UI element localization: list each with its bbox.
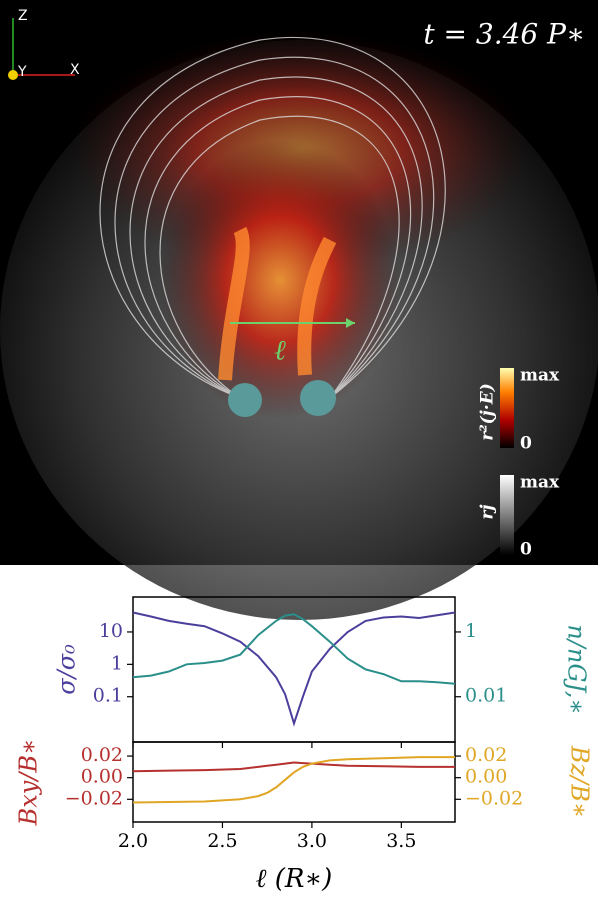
- axis-label: Z: [18, 8, 28, 24]
- axis-label: X: [70, 62, 80, 78]
- y-axis: [8, 70, 18, 80]
- axes-gizmo: Z Y X: [8, 8, 80, 80]
- colorbar: [500, 368, 514, 448]
- y-tick-label: 1: [465, 620, 477, 642]
- series-line: [132, 613, 456, 685]
- y-tick-label: 0.02: [465, 744, 507, 766]
- y-tick-label: 10: [99, 620, 123, 642]
- y-axis-label: Bxy/B∗: [15, 739, 43, 827]
- x-tick-label: 2.0: [118, 830, 148, 852]
- star-right: [300, 380, 336, 416]
- y-tick-label: −0.02: [465, 787, 523, 809]
- y2-axis-label: n/nGJ,∗: [563, 624, 591, 714]
- x-tick-label: 2.5: [207, 830, 237, 852]
- y-tick-label: −0.02: [65, 787, 123, 809]
- y-tick-label: 0.00: [81, 766, 123, 788]
- field-lines: [99, 37, 446, 399]
- y-tick-label: 1: [111, 652, 123, 674]
- colorbar-label: r²(j·E): [478, 383, 498, 441]
- y-tick-label: 0.00: [465, 766, 507, 788]
- y-tick-label: 0.1: [93, 685, 123, 707]
- energy-core: [160, 140, 400, 420]
- y2-axis-label: Bz/B∗: [566, 745, 594, 818]
- x-axis-label: ℓ (R∗): [256, 864, 333, 894]
- plot-frame: [132, 741, 456, 823]
- time-label: t = 3.46 P∗: [423, 18, 585, 51]
- x-tick-label: 3.0: [297, 830, 327, 852]
- series-line: [132, 756, 455, 804]
- current-sheet: [218, 226, 337, 381]
- star-left: [228, 383, 262, 417]
- colorbar-max: max: [520, 473, 560, 493]
- rendering: Z Y X t = 3.46 P∗ ℓ max 0 r²(j·E) max 0 …: [0, 0, 598, 620]
- colorbar-min: 0: [520, 434, 532, 454]
- series-line: [132, 611, 456, 727]
- series-line: [132, 761, 455, 773]
- colorbar-min: 0: [520, 540, 532, 560]
- y-tick-label: 0.01: [465, 685, 507, 707]
- axis-label: Y: [17, 64, 27, 80]
- path-label: ℓ: [274, 334, 286, 367]
- colorbar: [500, 475, 514, 555]
- y-tick-label: 0.02: [81, 744, 123, 766]
- y-axis-label: σ/σ₀: [53, 644, 81, 695]
- path-arrow-head: [346, 318, 355, 328]
- colorbar-label: rj: [478, 504, 498, 520]
- x-tick-label: 3.5: [386, 830, 416, 852]
- colorbar-max: max: [520, 366, 560, 386]
